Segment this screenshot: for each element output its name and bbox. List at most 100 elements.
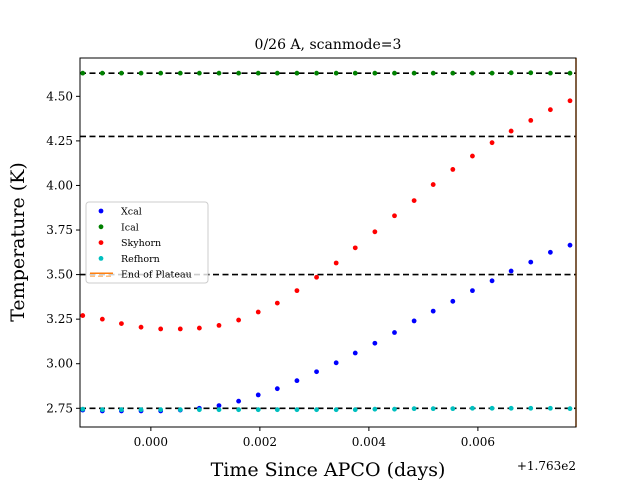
- point-refhorn-7: [216, 407, 222, 413]
- point-ical-0: [80, 70, 86, 76]
- legend-label-end-of-plateau: End of Plateau: [121, 270, 192, 281]
- point-xcal-12: [314, 369, 319, 375]
- point-xcal-10: [274, 386, 280, 392]
- point-xcal-16: [392, 330, 397, 335]
- point-ical-22: [508, 70, 514, 76]
- point-skyhorn-24: [547, 107, 553, 113]
- point-ical-2: [119, 70, 124, 76]
- legend-label-xcal: Xcal: [121, 207, 142, 218]
- point-xcal-25: [567, 242, 573, 248]
- point-skyhorn-0: [80, 313, 86, 318]
- point-ical-15: [372, 70, 378, 76]
- point-ical-3: [138, 70, 144, 76]
- x-tick-label-1: 0.002: [243, 435, 277, 449]
- point-ical-16: [392, 70, 397, 76]
- point-skyhorn-5: [177, 326, 183, 332]
- y-tick-label-6: 4.25: [46, 134, 73, 148]
- plot-frame: [79, 57, 577, 428]
- point-ical-18: [430, 70, 436, 76]
- point-ical-19: [450, 70, 456, 76]
- point-refhorn-23: [528, 405, 534, 411]
- point-ical-10: [274, 70, 280, 76]
- point-xcal-15: [372, 340, 378, 346]
- point-refhorn-2: [119, 407, 124, 413]
- point-skyhorn-13: [333, 260, 339, 266]
- point-xcal-11: [294, 378, 300, 384]
- point-ical-24: [547, 70, 553, 76]
- point-refhorn-12: [314, 407, 319, 413]
- point-skyhorn-1: [99, 316, 105, 322]
- point-skyhorn-4: [158, 326, 164, 332]
- point-refhorn-14: [352, 407, 358, 413]
- point-skyhorn-6: [196, 325, 202, 331]
- point-xcal-14: [352, 350, 358, 356]
- point-ical-14: [352, 70, 358, 76]
- point-xcal-22: [508, 268, 514, 274]
- x-axis-label: Time Since APCO (days): [211, 459, 446, 480]
- x-tick-label-3: 0.006: [461, 435, 495, 449]
- point-xcal-17: [411, 318, 417, 324]
- point-ical-7: [216, 70, 222, 76]
- y-tick-label-0: 2.75: [46, 401, 73, 415]
- point-xcal-18: [430, 308, 436, 314]
- point-xcal-7: [216, 403, 222, 409]
- x-tick-label-0: 0.000: [134, 435, 168, 449]
- point-skyhorn-8: [236, 317, 242, 323]
- point-skyhorn-10: [274, 300, 280, 306]
- point-xcal-23: [528, 259, 534, 265]
- legend: Xcal Ical Skyhorn Refhorn End of Plateau: [85, 201, 209, 284]
- point-refhorn-19: [450, 406, 456, 412]
- y-tick-label-4: 3.75: [46, 223, 73, 237]
- point-refhorn-0: [80, 406, 86, 412]
- legend-label-refhorn: Refhorn: [121, 254, 160, 265]
- y-axis-ticks: 2.75 3.00 3.25 3.50 3.75 4.00 4.25 4.50: [46, 89, 80, 415]
- point-ical-21: [489, 70, 495, 76]
- point-ical-12: [314, 70, 319, 76]
- point-skyhorn-14: [352, 245, 358, 251]
- point-ical-1: [99, 70, 105, 76]
- point-refhorn-6: [196, 407, 202, 413]
- point-refhorn-22: [508, 405, 514, 411]
- point-skyhorn-18: [430, 182, 436, 187]
- point-ical-11: [294, 70, 300, 76]
- point-ical-17: [411, 70, 417, 76]
- point-refhorn-15: [372, 406, 378, 412]
- point-skyhorn-11: [294, 288, 300, 294]
- point-refhorn-5: [177, 407, 183, 413]
- point-refhorn-11: [294, 407, 300, 413]
- legend-label-ical: Ical: [121, 222, 139, 233]
- point-skyhorn-3: [138, 324, 144, 330]
- point-skyhorn-22: [508, 128, 514, 134]
- legend-marker-xcal: [98, 208, 104, 214]
- legend-label-skyhorn: Skyhorn: [121, 238, 161, 249]
- point-refhorn-24: [547, 405, 553, 411]
- point-xcal-19: [450, 298, 456, 304]
- point-refhorn-4: [158, 407, 164, 413]
- point-ical-13: [333, 70, 339, 76]
- point-xcal-21: [489, 278, 495, 284]
- point-skyhorn-25: [567, 98, 573, 104]
- x-tick-label-2: 0.004: [352, 435, 387, 449]
- point-refhorn-20: [470, 405, 475, 411]
- point-skyhorn-2: [119, 321, 124, 327]
- point-xcal-20: [470, 288, 475, 294]
- point-skyhorn-16: [392, 213, 397, 219]
- point-skyhorn-7: [216, 322, 222, 328]
- point-skyhorn-15: [372, 229, 378, 235]
- point-refhorn-21: [489, 405, 495, 411]
- point-ical-6: [196, 70, 202, 76]
- point-xcal-9: [255, 392, 261, 398]
- point-refhorn-9: [255, 407, 261, 413]
- point-skyhorn-17: [411, 198, 417, 204]
- point-skyhorn-23: [528, 117, 534, 123]
- point-refhorn-16: [392, 406, 397, 412]
- point-xcal-8: [236, 398, 242, 404]
- point-xcal-24: [547, 249, 553, 255]
- y-tick-label-2: 3.25: [46, 312, 73, 326]
- point-ical-8: [236, 70, 242, 76]
- y-tick-label-5: 4.00: [46, 178, 73, 192]
- y-tick-label-3: 3.50: [46, 268, 73, 282]
- point-refhorn-25: [567, 406, 573, 412]
- chart-title: 0/26 A, scanmode=3: [255, 37, 402, 53]
